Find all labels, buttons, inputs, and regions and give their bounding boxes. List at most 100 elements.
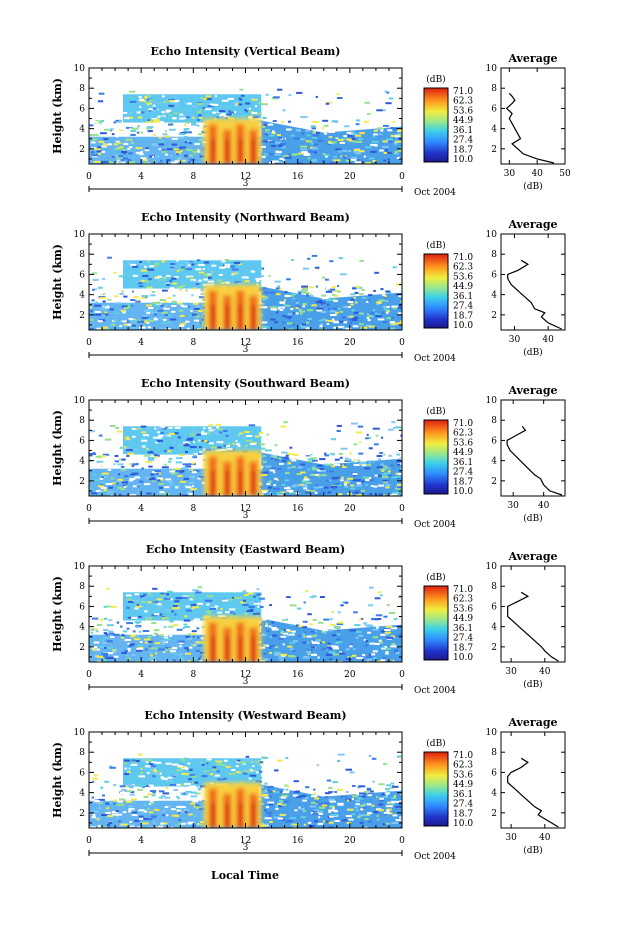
profile-frame <box>500 399 566 497</box>
profile-y-tick: 10 <box>486 396 498 406</box>
date-label: Oct 2004 <box>414 354 456 364</box>
colorbar: (dB) 71.062.353.644.936.127.418.710.0 <box>423 406 473 497</box>
profile-line <box>507 757 559 828</box>
date-label: Oct 2004 <box>414 852 456 862</box>
y-axis-label: Height (km) <box>51 742 64 818</box>
heatmap-plot: 2 4 6 8 10 0 4 8 12 16 20 0 3 Oct 2004 <box>74 396 457 530</box>
colorbar-tick: 36.1 <box>453 292 473 302</box>
colorbar-unit: (dB) <box>426 738 445 749</box>
colorbar-tick: 27.4 <box>453 302 473 312</box>
x-tick-label: 20 <box>344 504 356 514</box>
colorbar-tick: 53.6 <box>453 438 473 448</box>
x-tick-label: 20 <box>344 836 356 846</box>
profile-title: Average <box>507 384 557 397</box>
strong-echo <box>203 118 262 164</box>
colorbar-tick: 44.9 <box>453 282 473 292</box>
profile-y-tick: 2 <box>491 311 497 321</box>
profile-y-tick: 2 <box>491 477 497 487</box>
colorbar-tick: 71.0 <box>453 253 473 263</box>
x-tick-label: 4 <box>138 338 144 348</box>
profile-y-tick: 6 <box>491 602 497 612</box>
echo-field <box>89 88 402 164</box>
profile-x-label: (dB) <box>523 679 542 690</box>
x-tick-label: 16 <box>292 172 304 182</box>
colorbar-scale <box>423 585 449 661</box>
profile-y-tick: 2 <box>491 809 497 819</box>
x-tick-label: 0 <box>399 836 405 846</box>
colorbar-unit: (dB) <box>426 74 445 85</box>
colorbar-scale <box>423 419 449 495</box>
colorbar-tick: 71.0 <box>453 87 473 97</box>
x-tick-label: 4 <box>138 836 144 846</box>
heatmap-plot: 2 4 6 8 10 0 4 8 12 16 20 0 3 Oct 2004 <box>74 728 457 862</box>
colorbar-tick: 18.7 <box>453 145 473 155</box>
x-tick-label: 16 <box>292 836 304 846</box>
x-tick-label: 8 <box>190 670 196 680</box>
y-axis-label: Height (km) <box>51 410 64 486</box>
y-tick-label: 2 <box>79 643 85 653</box>
colorbar-tick: 71.0 <box>453 585 473 595</box>
profile-y-tick: 10 <box>486 230 498 240</box>
y-tick-label: 10 <box>74 728 86 738</box>
x-tick-label: 4 <box>138 670 144 680</box>
y-tick-label: 8 <box>79 250 85 260</box>
colorbar-tick: 10.0 <box>453 487 473 497</box>
date-label: Oct 2004 <box>414 188 456 198</box>
colorbar-tick: 44.9 <box>453 614 473 624</box>
day-label: 3 <box>243 345 249 355</box>
x-tick-label: 0 <box>399 172 405 182</box>
x-tick-label: 0 <box>399 504 405 514</box>
y-tick-label: 10 <box>74 230 86 240</box>
profile-y-tick: 4 <box>491 789 497 799</box>
day-label: 3 <box>243 677 249 687</box>
y-axis-label: Height (km) <box>51 576 64 652</box>
colorbar-tick: 18.7 <box>453 643 473 653</box>
day-label: 3 <box>243 843 249 853</box>
x-tick-label: 16 <box>292 338 304 348</box>
profile-line <box>505 92 555 164</box>
profile-x-label: (dB) <box>523 347 542 358</box>
x-tick-label: 4 <box>138 172 144 182</box>
colorbar-tick: 18.7 <box>453 311 473 321</box>
profile-title: Average <box>507 716 557 729</box>
colorbar: (dB) 71.062.353.644.936.127.418.710.0 <box>423 74 473 165</box>
y-tick-label: 4 <box>79 457 85 467</box>
colorbar-tick: 71.0 <box>453 751 473 761</box>
panel-title: Echo Intensity (Southward Beam) <box>141 377 350 390</box>
x-tick-label: 0 <box>86 338 92 348</box>
profile-frame <box>500 565 566 663</box>
y-tick-label: 6 <box>79 602 85 612</box>
x-tick-label: 0 <box>399 338 405 348</box>
profile-x-tick: 30 <box>507 501 519 511</box>
profile-y-tick: 6 <box>491 104 497 114</box>
average-profile: Average 2 4 6 8 10 30 40 (dB) <box>486 716 566 856</box>
colorbar-tick: 36.1 <box>453 624 473 634</box>
profile-y-tick: 2 <box>491 643 497 653</box>
profile-x-tick: 40 <box>538 501 550 511</box>
x-tick-label: 12 <box>240 836 251 846</box>
echo-speckles <box>89 254 402 330</box>
y-tick-label: 6 <box>79 104 85 114</box>
y-tick-label: 8 <box>79 582 85 592</box>
colorbar-scale <box>423 87 449 163</box>
colorbar: (dB) 71.062.353.644.936.127.418.710.0 <box>423 240 473 331</box>
profile-x-tick: 30 <box>505 667 517 677</box>
heatmap-plot: 2 4 6 8 10 0 4 8 12 16 20 0 3 Oct 2004 <box>74 64 457 198</box>
y-tick-label: 2 <box>79 477 85 487</box>
echo-field <box>89 254 402 330</box>
profile-y-tick: 8 <box>491 250 497 260</box>
y-tick-label: 8 <box>79 748 85 758</box>
panel-title: Echo Intensity (Vertical Beam) <box>150 45 340 58</box>
colorbar-tick: 53.6 <box>453 604 473 614</box>
colorbar-tick: 62.3 <box>453 761 473 771</box>
profile-y-tick: 8 <box>491 582 497 592</box>
panel-title: Echo Intensity (Eastward Beam) <box>146 543 345 556</box>
profile-line <box>506 425 563 496</box>
colorbar-unit: (dB) <box>426 572 445 583</box>
x-tick-label: 4 <box>138 504 144 514</box>
x-tick-label: 0 <box>86 504 92 514</box>
colorbar-tick: 27.4 <box>453 136 473 146</box>
x-tick-label: 12 <box>240 670 251 680</box>
panel-title: Echo Intensity (Westward Beam) <box>144 709 346 722</box>
profile-x-tick: 40 <box>531 169 543 179</box>
